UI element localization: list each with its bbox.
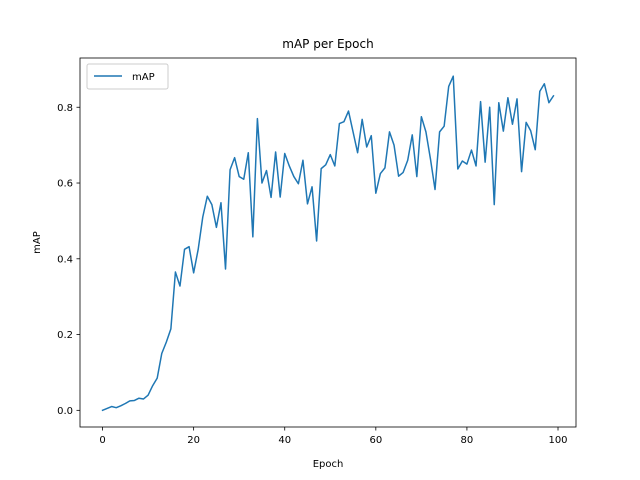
x-tick-label: 20	[187, 435, 200, 446]
y-tick-label: 0.0	[57, 406, 73, 417]
legend-series-label: mAP	[132, 72, 155, 83]
x-axis-label: Epoch	[313, 459, 344, 470]
x-tick-label: 40	[278, 435, 291, 446]
legend-box	[86, 63, 169, 90]
x-tick-label: 100	[548, 435, 567, 446]
y-tick-label: 0.4	[57, 254, 73, 265]
y-tick-label: 0.8	[57, 103, 73, 114]
x-tick-label: 0	[99, 435, 105, 446]
x-tick-label: 60	[369, 435, 382, 446]
y-tick-label: 0.6	[57, 179, 73, 190]
series-line-map	[101, 75, 555, 412]
plot-area: 0 20 40 60 80 100 0.0 0.2 0.4 0.6 0.8	[57, 75, 568, 446]
chart-title: mAP per Epoch	[282, 37, 373, 51]
x-tick-label: 80	[461, 435, 474, 446]
y-axis-label: mAP	[32, 231, 43, 254]
axes-frame	[79, 57, 577, 428]
y-tick-label: 0.2	[57, 330, 73, 341]
legend: mAP	[86, 63, 169, 90]
